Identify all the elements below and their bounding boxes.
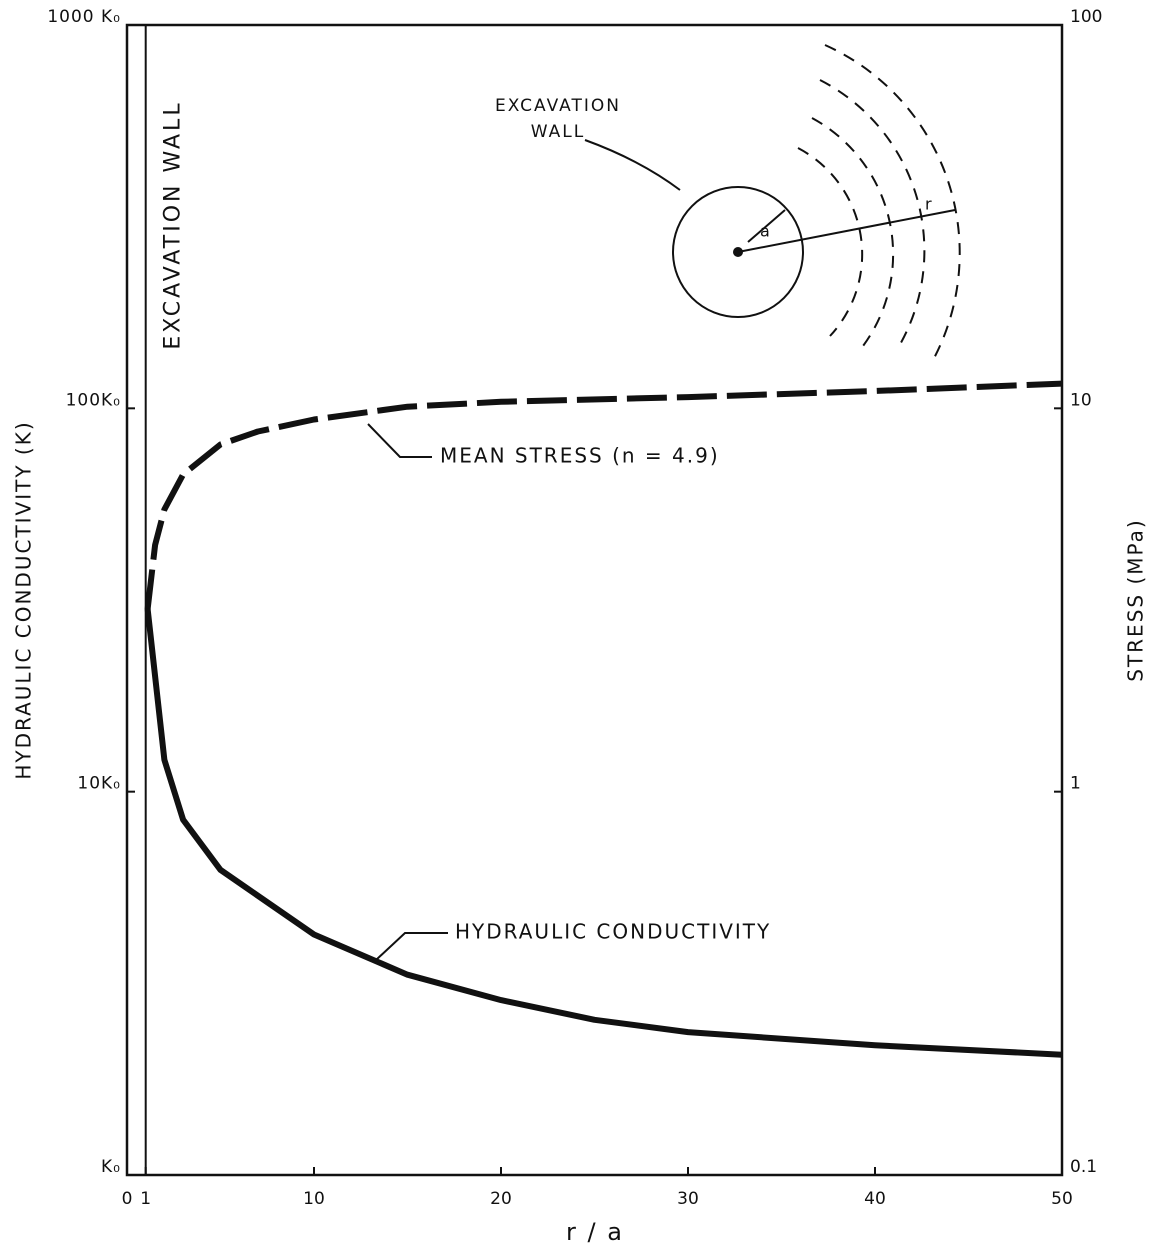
excavation-wall-label: EXCAVATION WALL	[161, 100, 186, 349]
excavation-circle	[672, 186, 804, 318]
x-tick-label: 1	[140, 1189, 151, 1209]
zone-arc	[797, 147, 864, 337]
series-line	[144, 380, 1063, 610]
conductivity-leader	[375, 932, 448, 961]
inset-label: WALL	[531, 122, 585, 142]
x-tick-label: 30	[677, 1189, 699, 1209]
zone-arc	[819, 79, 926, 349]
x-tick-label: 0	[122, 1189, 133, 1209]
x-tick-label: 20	[490, 1189, 512, 1209]
x-tick-label: 50	[1051, 1189, 1073, 1209]
y2-tick-label: 10	[1070, 390, 1092, 410]
inset-diagram	[584, 44, 961, 363]
distance-label: r	[925, 195, 934, 214]
y2-axis-label: STRESS (MPa)	[1124, 518, 1148, 681]
y-tick-label: 1000 K₀	[47, 7, 121, 27]
y-tick-label: 10K₀	[77, 774, 121, 794]
y2-tick-label: 0.1	[1070, 1157, 1097, 1177]
y-tick-label: 100K₀	[66, 390, 121, 410]
x-tick-label: 40	[864, 1189, 886, 1209]
series-line	[144, 608, 1063, 1058]
x-tick-label: 10	[303, 1189, 325, 1209]
plot-frame	[125, 23, 1064, 1177]
zone-arc	[824, 44, 961, 363]
x-axis-label: r / a	[566, 1218, 624, 1246]
y2-tick-label: 100	[1070, 7, 1102, 27]
zone-arc	[811, 117, 895, 351]
series-annotation: MEAN STRESS (n = 4.9)	[440, 444, 720, 468]
y-axis-label: HYDRAULIC CONDUCTIVITY (K)	[12, 420, 36, 779]
inset-leader	[584, 139, 681, 191]
y2-tick-label: 1	[1070, 774, 1081, 794]
y-tick-label: K₀	[101, 1157, 121, 1177]
mean-stress-leader	[367, 423, 432, 458]
series-annotation: HYDRAULIC CONDUCTIVITY	[455, 920, 771, 944]
radius-label: a	[760, 222, 772, 241]
inset-label: EXCAVATION	[495, 96, 621, 116]
a-arrow	[747, 209, 786, 243]
radius-line	[737, 209, 956, 253]
